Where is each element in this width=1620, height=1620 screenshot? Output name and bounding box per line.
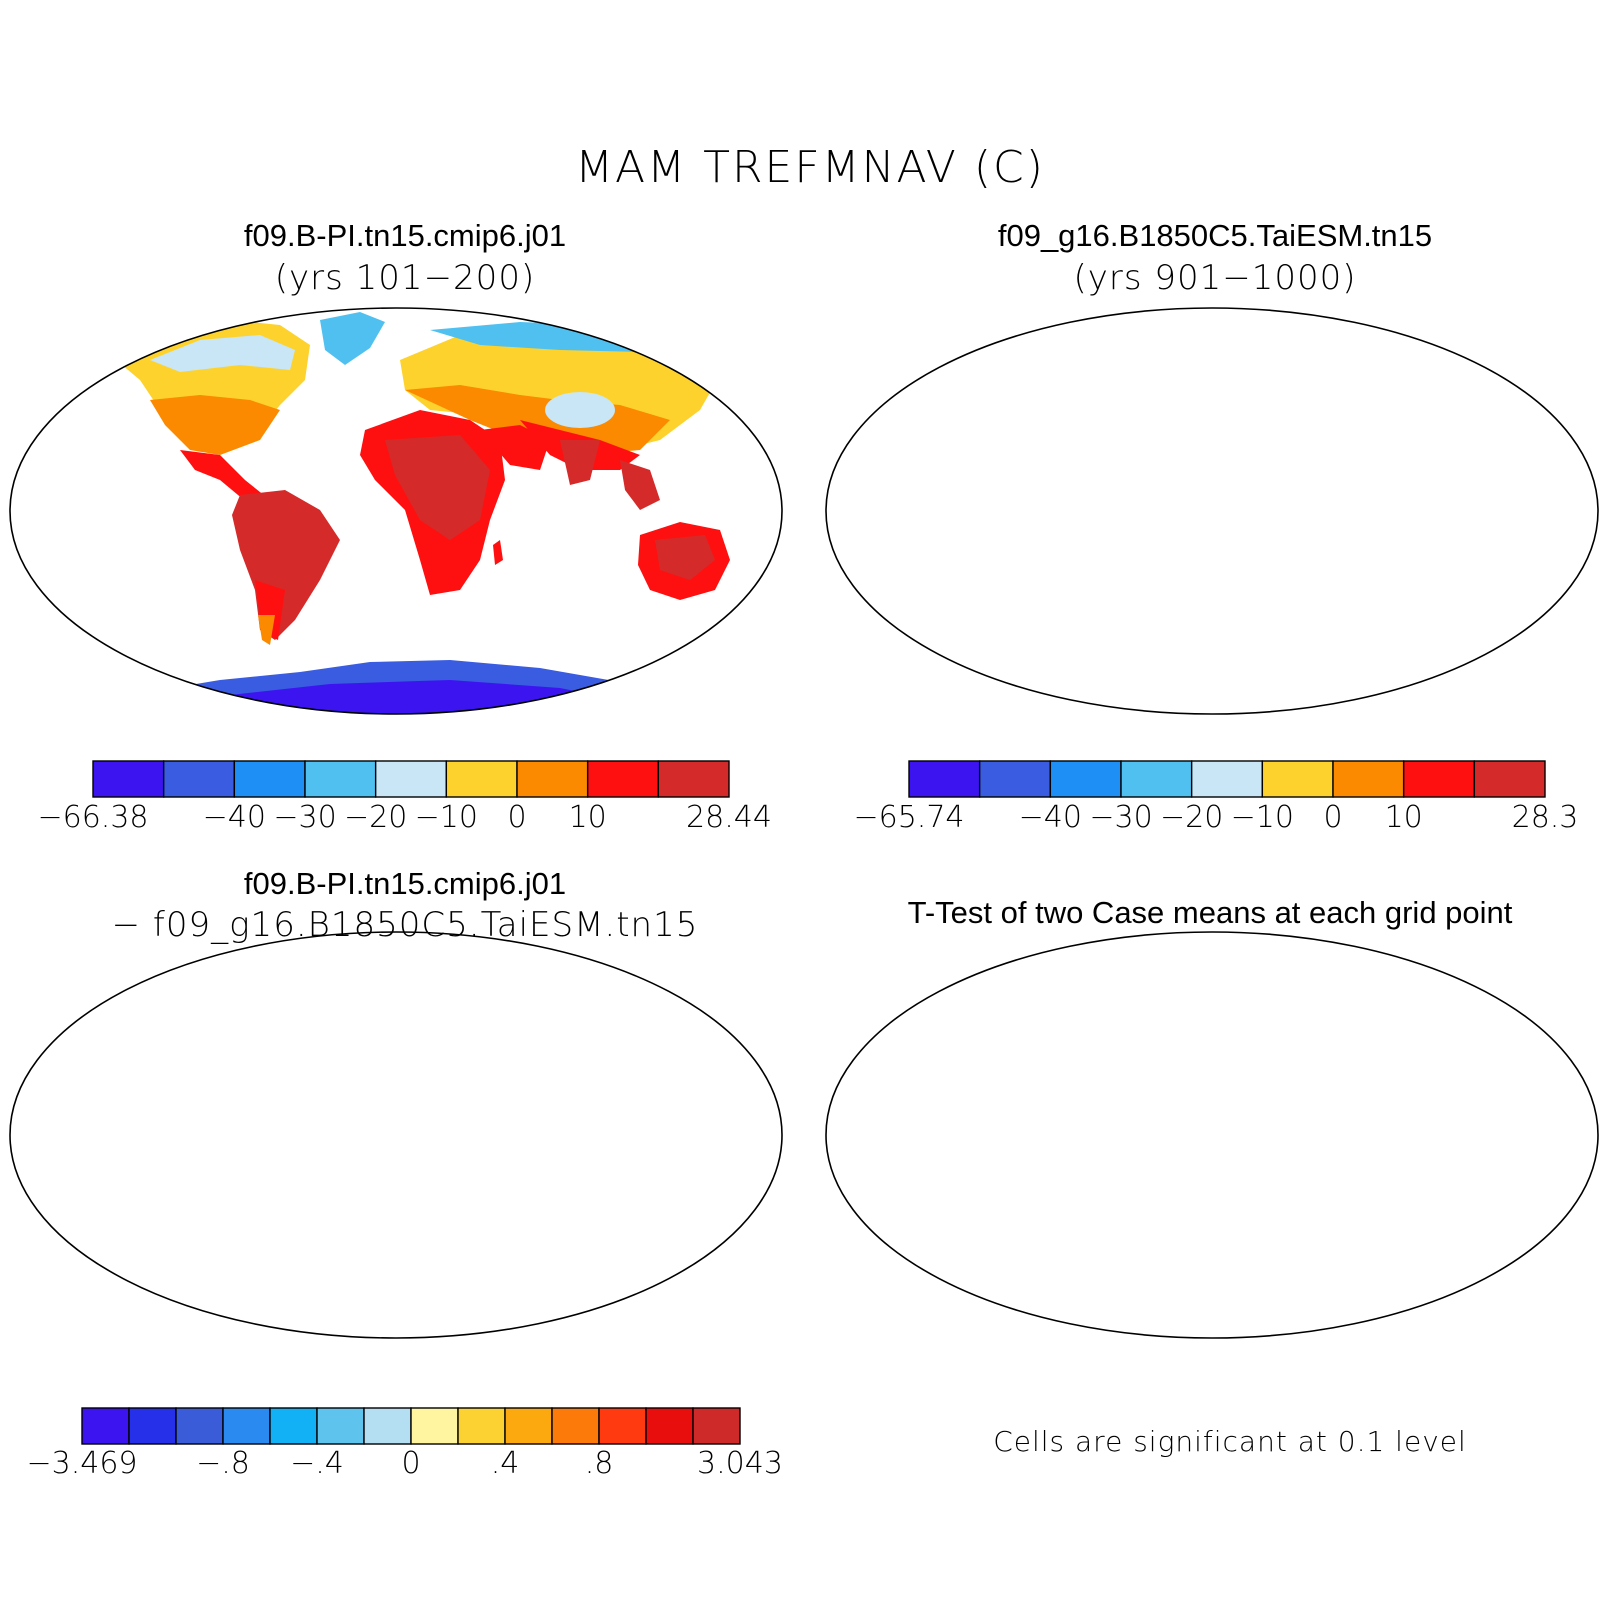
- colorbar-tick-label: 0: [1323, 800, 1343, 835]
- colorbar-tick-label: 28.3: [1511, 800, 1579, 835]
- colorbar-swatch: [586, 760, 660, 798]
- colorbar-swatch: [1402, 760, 1476, 798]
- colorbar-swatch: [304, 760, 377, 798]
- colorbar-difference: [81, 1407, 741, 1445]
- ttest-significance-note: Cells are significant at 0.1 level: [993, 1425, 1467, 1458]
- colorbar-swatch: [410, 1407, 459, 1445]
- colorbar-case1: [92, 760, 730, 798]
- colorbar-swatch: [128, 1407, 177, 1445]
- colorbar-swatch: [1120, 760, 1193, 798]
- colorbar-swatch: [222, 1407, 271, 1445]
- panel-case1-subtitle: (yrs 101−200): [274, 258, 536, 298]
- colorbar-tick-label: 0: [507, 800, 527, 835]
- panel-case2-title: f09_g16.B1850C5.TaiESM.tn15: [997, 218, 1433, 253]
- colorbar-case1-labels: −66.38 −40 −30 −20 −10 0 10 28.44: [37, 800, 771, 840]
- colorbar-swatch: [978, 760, 1052, 798]
- panel-diff-subtitle: − f09_g16.B1850C5.TaiESM.tn15: [111, 905, 699, 945]
- colorbar-tick-label: −66.38: [37, 800, 149, 835]
- panel-case2-subtitle: (yrs 901−1000): [1073, 258, 1357, 298]
- colorbar-swatch: [445, 760, 518, 798]
- colorbar-swatch: [551, 1407, 600, 1445]
- panel-diff-title: f09.B-PI.tn15.cmip6.j01: [243, 866, 567, 901]
- colorbar-swatch: [81, 1407, 130, 1445]
- colorbar-swatch: [1049, 760, 1122, 798]
- colorbar-swatch: [374, 760, 448, 798]
- panel-case1-title: f09.B-PI.tn15.cmip6.j01: [243, 218, 567, 253]
- colorbar-swatch: [316, 1407, 365, 1445]
- colorbar-swatch: [516, 760, 589, 798]
- colorbar-swatch: [598, 1407, 647, 1445]
- colorbar-swatch: [1261, 760, 1334, 798]
- colorbar-tick-label: −3.469: [26, 1446, 138, 1481]
- colorbar-tick-label: 3.043: [697, 1446, 783, 1481]
- colorbar-difference-labels: −3.469 −.8 −.4 0 .4 .8 3.043: [26, 1446, 782, 1486]
- colorbar-tick-label: −20: [344, 800, 408, 835]
- colorbar-swatch: [692, 1407, 741, 1445]
- colorbar-swatch: [233, 760, 306, 798]
- colorbar-tick-label: 28.44: [686, 800, 772, 835]
- colorbar-tick-label: .8: [584, 1446, 614, 1481]
- colorbar-swatch: [162, 760, 236, 798]
- colorbar-tick-label: −30: [1089, 800, 1153, 835]
- colorbar-swatch: [175, 1407, 224, 1445]
- colorbar-tick-label: .4: [490, 1446, 520, 1481]
- colorbar-tick-label: −40: [202, 800, 266, 835]
- colorbar-swatch: [645, 1407, 694, 1445]
- colorbar-swatch: [908, 760, 981, 798]
- colorbar-tick-label: −65.74: [853, 800, 965, 835]
- colorbar-swatch: [92, 760, 165, 798]
- colorbar-tick-label: 10: [568, 800, 607, 835]
- figure-title: MAM TREFMNAV (C): [575, 142, 1045, 193]
- colorbar-tick-label: −20: [1160, 800, 1224, 835]
- colorbar-tick-label: −30: [273, 800, 337, 835]
- colorbar-swatch: [657, 760, 730, 798]
- colorbar-tick-label: 0: [401, 1446, 421, 1481]
- colorbar-case2-labels: −65.74 −40 −30 −20 −10 0 10 28.3: [853, 800, 1578, 840]
- panel-ttest-title: T-Test of two Case means at each grid po…: [907, 895, 1513, 930]
- colorbar-swatch: [504, 1407, 553, 1445]
- colorbar-tick-label: −10: [414, 800, 478, 835]
- colorbar-tick-label: −40: [1018, 800, 1082, 835]
- colorbar-swatch: [1190, 760, 1264, 798]
- colorbar-swatch: [269, 1407, 318, 1445]
- colorbar-swatch: [1473, 760, 1546, 798]
- colorbar-case2: [908, 760, 1546, 798]
- colorbar-swatch: [1332, 760, 1405, 798]
- colorbar-swatch: [363, 1407, 412, 1445]
- colorbar-tick-label: −.8: [196, 1446, 250, 1481]
- colorbar-tick-label: 10: [1384, 800, 1423, 835]
- colorbar-tick-label: −.4: [290, 1446, 344, 1481]
- colorbar-swatch: [457, 1407, 506, 1445]
- colorbar-tick-label: −10: [1230, 800, 1294, 835]
